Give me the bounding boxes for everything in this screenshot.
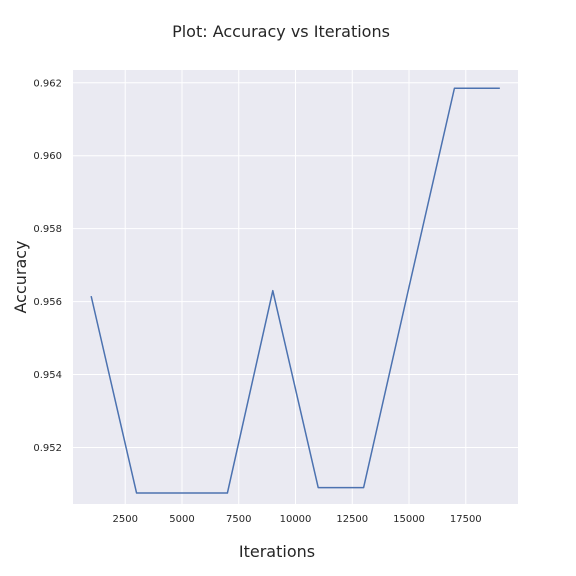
x-tick-label: 15000 bbox=[393, 514, 425, 525]
x-tick-label: 7500 bbox=[226, 514, 251, 525]
grid-lines bbox=[73, 70, 518, 504]
y-tick-label: 0.958 bbox=[33, 224, 62, 235]
y-tick-label: 0.954 bbox=[33, 370, 62, 381]
y-tick-label: 0.962 bbox=[33, 78, 62, 89]
y-tick-label: 0.952 bbox=[33, 443, 62, 454]
x-tick-label: 5000 bbox=[169, 514, 194, 525]
x-tick-label: 17500 bbox=[450, 514, 482, 525]
y-axis-label: Accuracy bbox=[11, 240, 30, 313]
chart-title: Plot: Accuracy vs Iterations bbox=[172, 22, 390, 41]
x-axis-label: Iterations bbox=[239, 542, 315, 561]
y-tick-label: 0.960 bbox=[33, 151, 62, 162]
x-tick-label: 10000 bbox=[280, 514, 312, 525]
series-line-accuracy bbox=[90, 87, 500, 494]
y-tick-labels: 0.952 0.954 0.956 0.958 0.960 0.962 bbox=[33, 78, 62, 454]
x-tick-labels: 2500 5000 7500 10000 12500 15000 17500 bbox=[112, 514, 481, 525]
y-tick-label: 0.956 bbox=[33, 297, 62, 308]
x-tick-label: 2500 bbox=[112, 514, 137, 525]
x-tick-label: 12500 bbox=[336, 514, 368, 525]
